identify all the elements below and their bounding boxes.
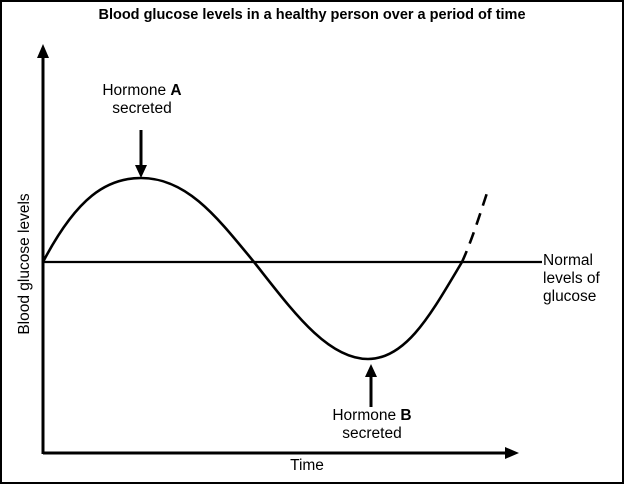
hormone-b-letter: B <box>400 407 412 424</box>
hormone-a-label-prefix: Hormone <box>102 82 171 99</box>
hormone-b-secreted: secreted <box>342 425 402 442</box>
hormone-a-arrowhead <box>135 165 147 178</box>
hormone-b-label: Hormone B secreted <box>322 407 422 443</box>
y-axis-arrowhead <box>37 44 49 58</box>
hormone-b-label-prefix: Hormone <box>332 407 401 424</box>
normal-level-label-line1: Normal <box>543 252 593 269</box>
normal-level-label-line3: glucose <box>543 288 597 305</box>
x-axis-arrowhead <box>505 447 519 459</box>
hormone-b-arrowhead <box>365 364 377 377</box>
normal-level-label: Normal levels of glucose <box>543 252 619 306</box>
diagram-title: Blood glucose levels in a healthy person… <box>98 7 526 23</box>
x-axis-label: Time <box>290 457 324 474</box>
glucose-curve <box>41 176 464 361</box>
glucose-curve-continuation <box>460 189 490 263</box>
y-axis-label: Blood glucose levels <box>16 193 33 335</box>
hormone-a-label: Hormone A secreted <box>92 82 192 118</box>
hormone-a-secreted: secreted <box>112 100 172 117</box>
normal-level-label-line2: levels of <box>543 270 600 287</box>
hormone-a-letter: A <box>170 82 182 99</box>
